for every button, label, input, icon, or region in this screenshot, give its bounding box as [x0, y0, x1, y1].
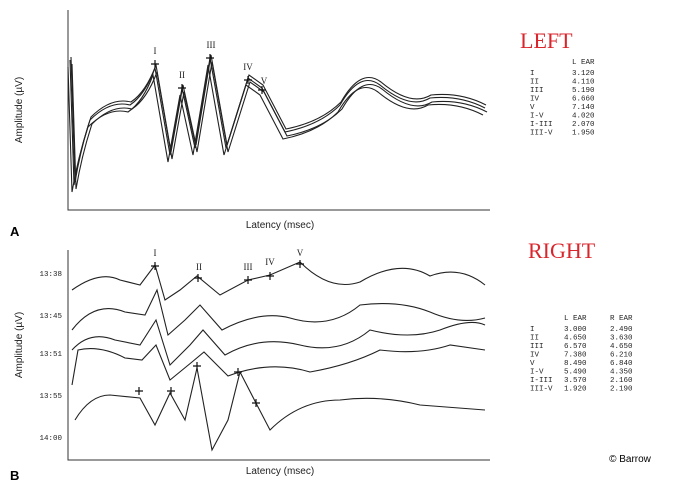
- row-label: V: [530, 360, 535, 368]
- row-label: I-III: [530, 377, 553, 385]
- table-cell: 1.950: [572, 130, 595, 138]
- peak-label: II: [196, 262, 202, 272]
- row-label: IV: [530, 96, 540, 104]
- row-label: II: [530, 335, 539, 343]
- table-cell: 7.380: [564, 352, 587, 360]
- table-cell: 2.070: [572, 121, 595, 129]
- row-label: III: [530, 343, 544, 351]
- panel-label: B: [10, 468, 19, 483]
- table-cell: 3.570: [564, 377, 587, 385]
- trace-time: 13:45: [39, 313, 62, 321]
- data-table: L EAR I 3.120 II 4.110 III 5.190 IV 6.660 V 7.140 I…: [530, 59, 595, 138]
- table-cell: 5.490: [564, 369, 587, 377]
- table-cell: 2.190: [610, 386, 633, 394]
- row-label: I-V: [530, 369, 544, 377]
- peak-label: II: [179, 70, 185, 80]
- row-label: II: [530, 79, 539, 87]
- waveforms: [71, 261, 486, 452]
- row-label: I-V: [530, 113, 544, 121]
- credit: © Barrow: [609, 454, 652, 465]
- trace-times: 13:38 13:45 13:51 13:55 14:00: [39, 271, 62, 443]
- table-cell: 3.120: [572, 70, 595, 78]
- table-cell: 2.160: [610, 377, 633, 385]
- peak-label: IV: [243, 62, 253, 72]
- heading: LEFT: [520, 28, 573, 53]
- x-axis-label: Latency (msec): [246, 466, 314, 477]
- panel-b: I II III IV V 13:3813:4513:5113:5514:00 …: [10, 238, 633, 483]
- trace-time: 13:38: [39, 271, 62, 279]
- row-label: III-V: [530, 386, 553, 394]
- row-label: I: [530, 70, 535, 78]
- panel-a: I II III IV V Amplitude (µV) Latency (ms…: [10, 10, 595, 239]
- peak-label: IV: [265, 257, 275, 267]
- row-label: I-III: [530, 121, 553, 129]
- table-cell: 3.630: [610, 335, 633, 343]
- table-cell: 4.350: [610, 369, 633, 377]
- peak-label: V: [261, 76, 268, 86]
- table-cell: 6.660: [572, 96, 595, 104]
- heading: RIGHT: [528, 238, 596, 263]
- row-label: III: [530, 87, 544, 95]
- column-header: L EAR: [572, 59, 595, 67]
- peak-label: I: [154, 46, 157, 56]
- table-cell: 3.000: [564, 326, 587, 334]
- peak-label: III: [244, 262, 253, 272]
- table-cell: 8.490: [564, 360, 587, 368]
- table-cell: 6.210: [610, 352, 633, 360]
- table-cell: 4.650: [610, 343, 633, 351]
- table-cell: 2.490: [610, 326, 633, 334]
- table-cell: 4.110: [572, 79, 595, 87]
- peak-markers: [135, 260, 304, 407]
- column-header: L EAR: [564, 315, 587, 323]
- trace-time: 13:51: [39, 351, 62, 359]
- peak-markers: [151, 54, 266, 94]
- trace-time: 13:55: [39, 393, 62, 401]
- axes: [67, 250, 490, 461]
- table-cell: 6.840: [610, 360, 633, 368]
- peak-label: I: [154, 248, 157, 258]
- peak-label: V: [297, 248, 304, 258]
- peak-label: III: [207, 40, 216, 50]
- y-axis-label: Amplitude (µV): [14, 312, 25, 378]
- table-cell: 1.920: [564, 386, 587, 394]
- row-label: III-V: [530, 130, 553, 138]
- table-cell: 4.650: [564, 335, 587, 343]
- x-axis-label: Latency (msec): [246, 220, 314, 231]
- table-cell: 7.140: [572, 104, 595, 112]
- y-axis-label: Amplitude (µV): [14, 77, 25, 143]
- table-cell: 5.190: [572, 87, 595, 95]
- row-label: I: [530, 326, 535, 334]
- panel-label: A: [10, 224, 20, 239]
- column-header: R EAR: [610, 315, 633, 323]
- trace-time: 14:00: [39, 435, 62, 443]
- table-cell: 4.020: [572, 113, 595, 121]
- table-cell: 6.570: [564, 343, 587, 351]
- waveforms: [67, 54, 488, 193]
- row-label: V: [530, 104, 535, 112]
- row-label: IV: [530, 352, 540, 360]
